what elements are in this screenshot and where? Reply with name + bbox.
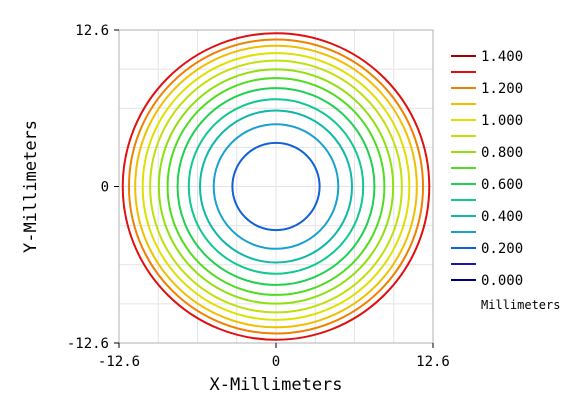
contour-ring	[198, 109, 354, 264]
legend-label: 0.000	[481, 273, 523, 289]
legend-unit-label: Millimeters	[481, 298, 560, 312]
contour-ring	[176, 87, 376, 286]
legend-label: 0.400	[481, 209, 523, 225]
x-tick-label: -12.6	[98, 354, 140, 370]
legend-label: 0.600	[481, 177, 523, 193]
contour-ring	[212, 123, 340, 250]
contour-ring	[121, 32, 431, 341]
axes: -12.6 0 12.6 12.6 0 -12.6 X-Millimeters Y-Milli…	[21, 23, 450, 395]
contour-ring	[231, 141, 321, 232]
x-tick-label: 0	[272, 354, 280, 370]
legend-label: 1.200	[481, 81, 523, 97]
legend: 1.400 1.200 1.000 0.800 0.600 0.400 0.200 0.000…	[451, 49, 560, 312]
legend-label: 0.800	[481, 145, 523, 161]
contour-ring	[157, 68, 395, 305]
grid-lines	[119, 30, 433, 343]
legend-label: 1.000	[481, 113, 523, 129]
contour-ring	[166, 77, 386, 296]
contour-rings	[121, 32, 431, 341]
contour-ring	[127, 38, 425, 335]
contour-ring	[134, 44, 418, 329]
y-tick-label: 12.6	[75, 23, 109, 39]
legend-label: 0.200	[481, 241, 523, 257]
y-tick-label: 0	[101, 180, 109, 196]
y-axis-title: Y-Millimeters	[21, 120, 41, 253]
contour-ring	[141, 52, 411, 321]
y-tick-label: -12.6	[67, 336, 109, 352]
contour-ring	[149, 59, 403, 314]
legend-label: 1.400	[481, 49, 523, 65]
x-axis-title: X-Millimeters	[209, 375, 342, 395]
contour-ring	[187, 98, 365, 275]
x-tick-label: 12.6	[416, 354, 450, 370]
